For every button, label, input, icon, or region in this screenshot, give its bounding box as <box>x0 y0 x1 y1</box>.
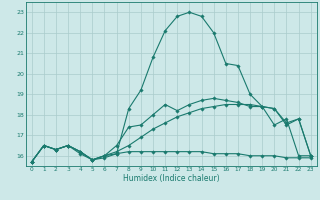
X-axis label: Humidex (Indice chaleur): Humidex (Indice chaleur) <box>123 174 220 183</box>
